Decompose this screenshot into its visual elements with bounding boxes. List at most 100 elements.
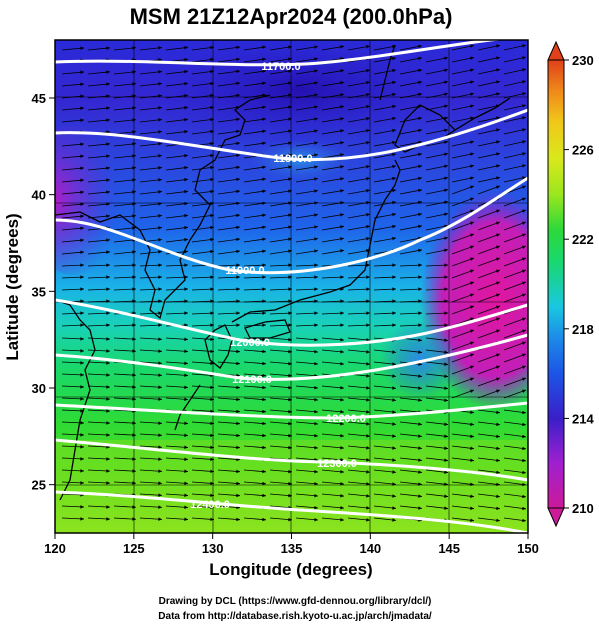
wind-vector-head: [496, 164, 500, 168]
wind-vector: [399, 276, 423, 279]
wind-vector: [243, 82, 267, 87]
wind-vector-head: [470, 341, 474, 345]
wind-vector: [87, 517, 111, 520]
wind-vector-head: [262, 201, 266, 206]
wind-vector-head: [132, 469, 136, 473]
wind-vector: [347, 385, 371, 389]
wind-vector-head: [470, 92, 474, 96]
wind-vector-head: [158, 106, 162, 110]
wind-vector: [191, 349, 215, 352]
wind-vector-head: [470, 434, 474, 438]
wind-vector: [425, 312, 449, 315]
wind-vector-head: [158, 493, 162, 497]
wind-vector: [425, 324, 449, 327]
wind-vector-head: [496, 470, 500, 475]
wind-vector-head: [392, 116, 396, 121]
wind-vector-head: [444, 188, 448, 193]
wind-vector-head: [288, 45, 292, 49]
wind-vector: [243, 106, 267, 111]
wind-vector-head: [132, 517, 136, 521]
wind-vector-head: [106, 106, 110, 110]
wind-vector: [451, 93, 475, 99]
wind-vector: [321, 385, 345, 389]
wind-vector: [269, 517, 293, 521]
wind-vector: [425, 397, 449, 401]
wind-vector-head: [210, 323, 214, 327]
wind-vector: [477, 164, 501, 171]
wind-vector-head: [184, 517, 188, 521]
wind-vector-head: [418, 458, 422, 462]
wind-vector-head: [184, 457, 188, 461]
wind-vector-head: [80, 178, 84, 183]
wind-vector: [113, 324, 137, 327]
wind-vector: [165, 493, 189, 496]
wind-vector-head: [418, 299, 422, 303]
wind-vector: [139, 300, 163, 303]
wind-vector: [399, 481, 423, 485]
wind-vector-head: [184, 46, 188, 50]
wind-vector: [191, 214, 215, 219]
wind-vector: [425, 117, 449, 123]
wind-vector: [503, 317, 527, 327]
wind-vector: [191, 238, 215, 243]
wind-vector: [165, 397, 189, 400]
wind-vector-head: [314, 361, 318, 366]
wind-vector-head: [496, 128, 500, 132]
wind-vector-head: [418, 200, 422, 205]
wind-vector: [87, 421, 111, 424]
wind-vector: [347, 445, 371, 449]
wind-vector-head: [314, 57, 318, 61]
wind-vector: [269, 276, 293, 279]
wind-vector: [425, 93, 449, 99]
wind-vector: [165, 349, 189, 352]
wind-vector: [191, 250, 215, 255]
wind-vector-head: [470, 104, 474, 108]
wind-vector-head: [496, 140, 500, 144]
wind-vector-head: [288, 213, 292, 217]
wind-vector: [217, 214, 241, 219]
wind-vector: [61, 83, 85, 87]
wind-vector-head: [80, 214, 84, 219]
wind-vector: [113, 107, 137, 111]
wind-vector-head: [392, 80, 396, 85]
wind-vector-head: [210, 337, 214, 342]
wind-vector-head: [340, 237, 344, 241]
wind-vector-head: [184, 445, 188, 449]
wind-vector: [399, 457, 423, 461]
wind-vector: [295, 469, 319, 473]
wind-vector: [139, 143, 163, 147]
wind-vector-head: [106, 238, 110, 242]
wind-vector: [87, 47, 111, 51]
wind-vector-head: [314, 469, 318, 474]
wind-vector: [295, 130, 319, 135]
wind-vector: [503, 164, 527, 171]
wind-vector: [503, 517, 527, 522]
wind-vector: [87, 337, 111, 340]
wind-vector-head: [236, 287, 240, 291]
wind-vector: [425, 481, 449, 485]
wind-vector-head: [158, 275, 162, 279]
wind-vector: [191, 166, 215, 171]
wind-vector-head: [184, 421, 188, 425]
wind-vector-head: [236, 385, 240, 390]
wind-vector: [321, 117, 345, 123]
wind-vector-head: [106, 323, 110, 327]
wind-vector-head: [210, 105, 214, 110]
wind-vector: [321, 469, 345, 473]
wind-vector-head: [106, 250, 110, 254]
wind-vector-head: [366, 45, 370, 49]
wind-vector: [295, 385, 319, 389]
wind-vector: [61, 457, 85, 460]
wind-vector-head: [184, 337, 188, 341]
wind-vector-head: [158, 445, 162, 449]
colorbar-ticks: 230 226 222 218 214 210: [564, 53, 594, 516]
wind-vector: [503, 445, 527, 450]
contour-label-12200: 12200.0: [326, 413, 366, 425]
wind-vector: [295, 276, 319, 279]
wind-vector-head: [288, 469, 292, 474]
wind-vector-head: [80, 202, 84, 207]
wind-vector: [191, 190, 215, 195]
wind-vector-head: [80, 409, 84, 413]
wind-vector-head: [262, 165, 266, 170]
wind-vector-head: [158, 142, 162, 146]
